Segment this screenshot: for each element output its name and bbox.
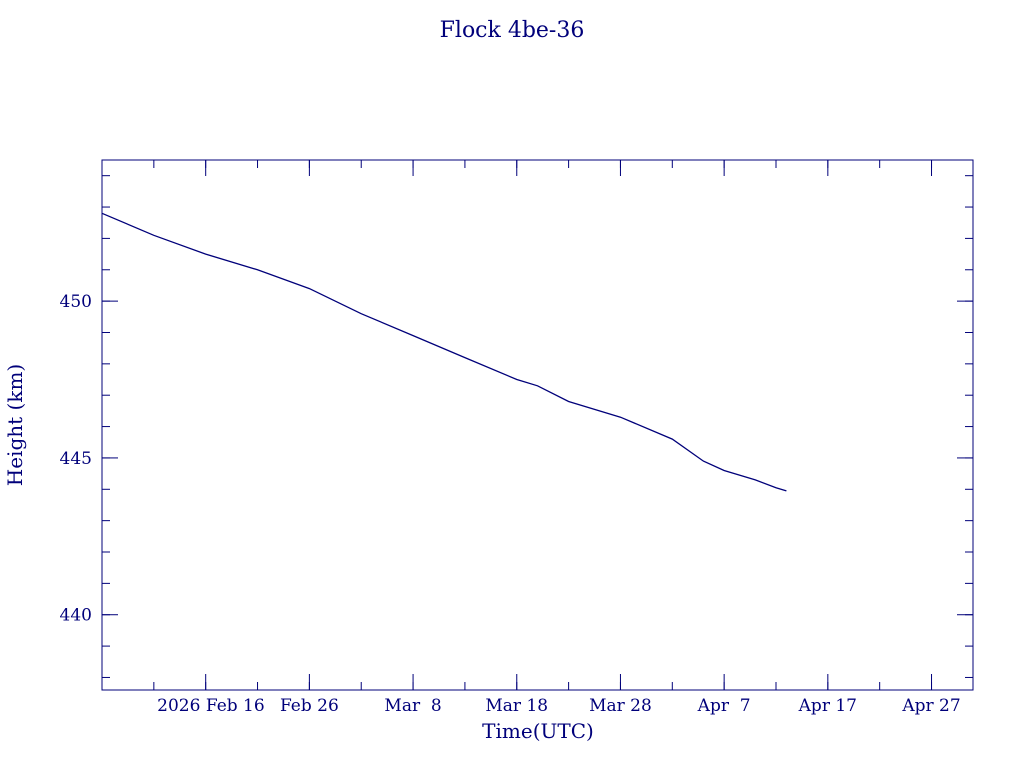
y-tick-label: 450 — [60, 292, 92, 312]
x-tick-label: Feb 26 — [280, 696, 339, 716]
x-tick-label: Mar 8 — [384, 696, 441, 716]
data-layer — [101, 212, 787, 492]
y-tick-label: 445 — [60, 449, 92, 469]
x-axis-label: Time(UTC) — [482, 719, 594, 743]
x-tick-label: Mar 18 — [485, 696, 548, 716]
plot-frame — [101, 159, 974, 691]
y-axis-label: Height (km) — [3, 364, 27, 486]
x-tick-label: Apr 27 — [901, 696, 960, 716]
x-tick-label: Apr 17 — [798, 696, 857, 716]
axes-layer: 440 445 450 2026 Feb 16 Feb 26 Mar 8 Mar 18 Mar… — [60, 160, 973, 716]
height-series-line — [101, 212, 787, 492]
x-tick-label: 2026 Feb 16 — [157, 696, 265, 716]
x-tick-label: Mar 28 — [589, 696, 652, 716]
chart-title: Flock 4be-36 — [440, 18, 585, 43]
x-tick-label: Apr 7 — [697, 696, 751, 716]
y-tick-label: 440 — [60, 606, 92, 626]
